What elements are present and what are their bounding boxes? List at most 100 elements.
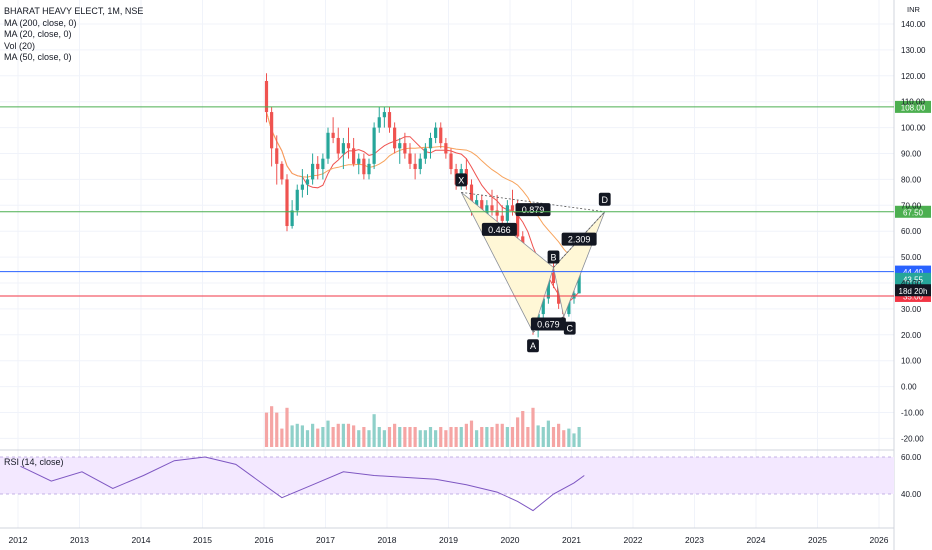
indicator-vol[interactable]: Vol (20) [4, 40, 36, 51]
indicator-ma50[interactable]: MA (50, close, 0) [4, 52, 72, 63]
candle-body [377, 117, 381, 128]
volume-bar [500, 423, 504, 447]
candle-body [295, 189, 299, 211]
pattern-point-A: A [530, 341, 536, 351]
price-label-bg [895, 272, 931, 285]
price-label: 18d 20h [899, 287, 928, 296]
volume-bar [521, 411, 525, 447]
volume-bar [557, 423, 561, 447]
price-tick-label: 30.00 [901, 305, 922, 314]
pattern-xd-dash [461, 191, 605, 213]
pattern-ratio-bg [530, 317, 566, 331]
time-tick-label: 2020 [501, 535, 520, 545]
candle-body [336, 137, 340, 154]
harmonic-pattern: X A B C D 0.879 0.466 2.309 0.679 [455, 173, 611, 353]
candle-body [434, 127, 438, 138]
time-tick-label: 2016 [255, 535, 274, 545]
volume-bar [408, 427, 412, 447]
candle-body [280, 163, 284, 180]
candle-body [305, 179, 310, 185]
pattern-ratio-bg [481, 222, 517, 236]
volume-bar [531, 407, 535, 447]
candle-body [326, 132, 330, 159]
candle-body [428, 137, 433, 149]
candle-body [270, 112, 274, 149]
volume-bar [551, 427, 556, 447]
level-label-bg [895, 100, 931, 113]
candle-body [418, 158, 422, 170]
volume-bar [526, 427, 530, 447]
price-tick-label: 110.00 [901, 98, 925, 107]
time-tick-label: 2024 [747, 535, 766, 545]
pattern-point-B: B [550, 252, 556, 262]
pattern-ratio-bg [561, 232, 597, 246]
volume-bar [398, 427, 402, 447]
volume-bar [285, 407, 289, 447]
indicator-ma200[interactable]: MA (200, close, 0) [4, 17, 77, 28]
volume-bar [469, 420, 474, 447]
candle-body [423, 148, 427, 159]
candle-body [285, 179, 289, 227]
pattern-point-A-bg [527, 339, 539, 353]
candle-body [321, 158, 325, 170]
price-tick-label: 70.00 [901, 201, 922, 210]
candle-body [341, 143, 345, 154]
pattern-ratio-bg [515, 203, 551, 217]
level-label: 35.00 [903, 292, 924, 301]
ma20-line [266, 111, 580, 303]
price-tick-label: 120.00 [901, 72, 926, 81]
volume-bar [336, 423, 340, 447]
candle-body [331, 132, 335, 138]
volume-bar [505, 427, 509, 447]
time-tick-label: 2025 [808, 535, 827, 545]
volume-bar [454, 427, 458, 447]
volume-bar [439, 427, 443, 447]
price-tick-label: -10.00 [901, 409, 924, 418]
time-tick-label: 2022 [624, 535, 643, 545]
volume-bar [423, 430, 427, 447]
candle-body [352, 148, 356, 164]
candle-body [413, 163, 417, 170]
candle-body [505, 205, 509, 221]
volume-bar [464, 423, 468, 447]
volume-bar [444, 430, 448, 447]
time-tick-label: 2019 [439, 535, 458, 545]
level-label: 44.40 [903, 268, 924, 277]
time-tick-label: 2015 [193, 535, 212, 545]
candle-body [367, 163, 371, 175]
volume-bar [480, 427, 484, 447]
time-tick-label: 2014 [132, 535, 151, 545]
candle-body [500, 215, 504, 221]
volume-bar [264, 412, 269, 447]
volume-bar [357, 430, 361, 447]
volume-bar [382, 430, 386, 447]
volume-bar [459, 427, 463, 447]
volume-bar [516, 417, 520, 447]
volume-bar [300, 425, 304, 447]
volume-bars [264, 406, 581, 447]
price-label-bg [895, 284, 931, 297]
rsi-legend[interactable]: RSI (14, close) [4, 457, 64, 467]
candle-body [490, 205, 494, 211]
volume-bar [495, 423, 499, 447]
volume-bar [577, 427, 581, 447]
time-tick-label: 2017 [316, 535, 335, 545]
volume-bar [316, 428, 320, 447]
volume-bar [572, 433, 576, 447]
time-tick-label: 2013 [70, 535, 89, 545]
volume-bar [275, 412, 279, 447]
candle-body [393, 127, 397, 149]
candle-body [510, 205, 515, 211]
ma50-line [266, 111, 580, 264]
indicator-ma20[interactable]: MA (20, close, 0) [4, 29, 72, 40]
volume-bar [510, 427, 515, 447]
volume-bar [367, 430, 371, 447]
candle-body [300, 184, 304, 190]
candle-body [372, 127, 376, 164]
volume-bar [341, 423, 345, 447]
symbol-title[interactable]: BHARAT HEAVY ELECT, 1M, NSE [4, 6, 144, 16]
volume-bar [490, 427, 494, 447]
rsi-tick-label: 60.00 [901, 453, 922, 462]
pattern-point-D: D [602, 195, 609, 205]
